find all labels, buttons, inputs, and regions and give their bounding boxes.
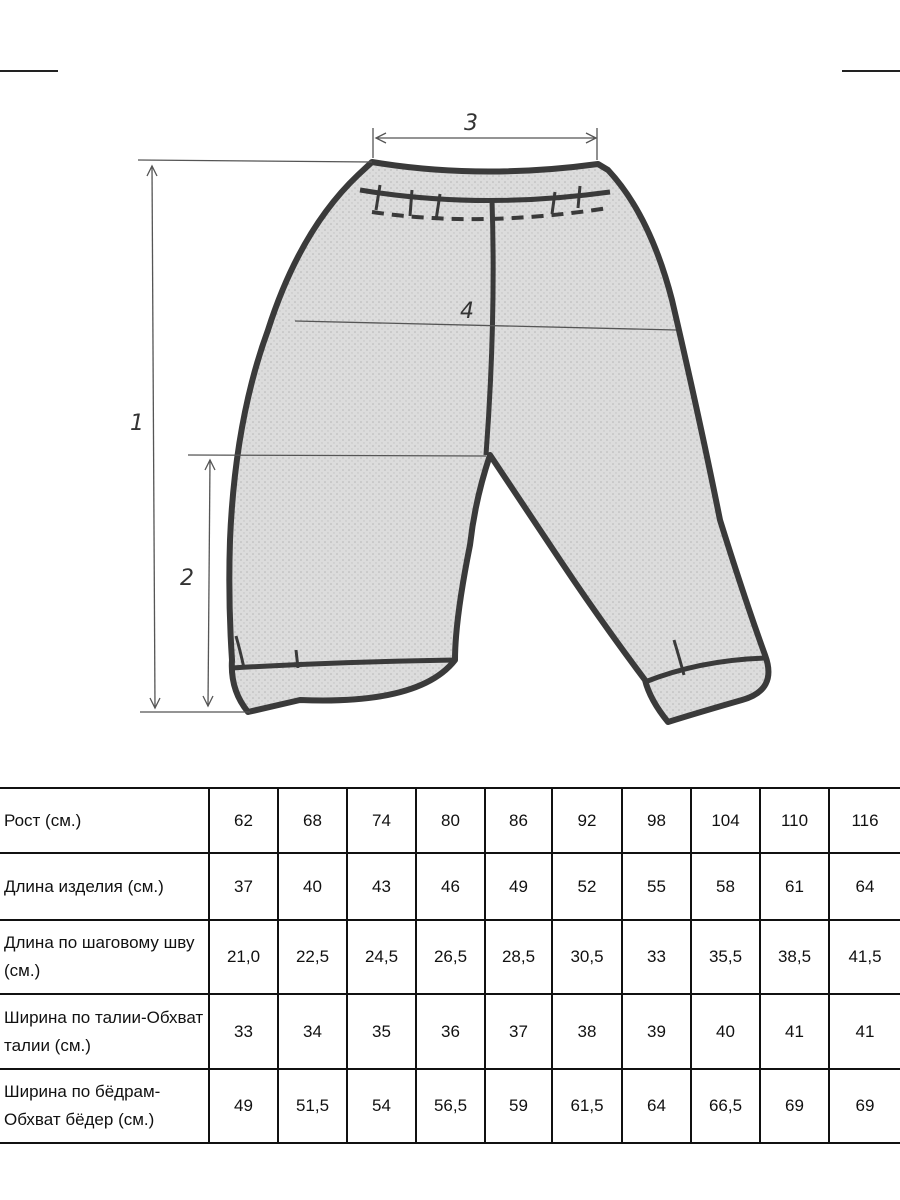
table-cell: 68	[277, 787, 348, 854]
table-cell: 24,5	[346, 919, 417, 995]
row-label: Длина изделия (см.)	[0, 852, 210, 921]
table-cell: 58	[690, 852, 761, 921]
table-cell: 38	[551, 993, 623, 1070]
table-cell: 21,0	[208, 919, 279, 995]
table-cell: 55	[621, 852, 692, 921]
table-cell: 40	[690, 993, 761, 1070]
table-row: Рост (см.) 62 68 74 80 86 92 98 104 110 116	[0, 787, 900, 854]
table-row: Длина по шаговому шву (см.) 21,0 22,5 24,5 2…	[0, 919, 900, 995]
table-cell: 49	[484, 852, 553, 921]
table-cell: 33	[621, 919, 692, 995]
table-cell: 64	[621, 1068, 692, 1144]
table-row: Ширина по талии-Обхват талии (см.) 33 34 35…	[0, 993, 900, 1070]
dimension-label-waist: 3	[464, 111, 478, 136]
dimension-lines	[137, 128, 677, 713]
table-cell: 59	[484, 1068, 553, 1144]
dimension-label-hip: 4	[460, 299, 474, 324]
dimension-label-inseam: 2	[180, 566, 194, 591]
table-cell: 62	[208, 787, 279, 854]
table-cell: 104	[690, 787, 761, 854]
row-label: Ширина по талии-Обхват талии (см.)	[0, 993, 210, 1070]
table-cell: 41	[759, 993, 830, 1070]
table-cell: 54	[346, 1068, 417, 1144]
table-row: Ширина по бёдрам-Обхват бёдер (см.) 49 51,…	[0, 1068, 900, 1144]
table-cell: 35	[346, 993, 417, 1070]
table-cell: 80	[415, 787, 486, 854]
table-cell: 37	[208, 852, 279, 921]
table-cell: 66,5	[690, 1068, 761, 1144]
table-cell: 39	[621, 993, 692, 1070]
table-cell: 52	[551, 852, 623, 921]
table-cell: 61	[759, 852, 830, 921]
table-cell: 30,5	[551, 919, 623, 995]
table-cell: 61,5	[551, 1068, 623, 1144]
table-cell: 40	[277, 852, 348, 921]
row-label: Длина по шаговому шву (см.)	[0, 919, 210, 995]
table-cell: 86	[484, 787, 553, 854]
table-cell: 43	[346, 852, 417, 921]
table-cell: 74	[346, 787, 417, 854]
row-label: Ширина по бёдрам-Обхват бёдер (см.)	[0, 1068, 210, 1144]
table-cell: 35,5	[690, 919, 761, 995]
table-row: Длина изделия (см.) 37 40 43 46 49 52 55 58 61 64	[0, 852, 900, 921]
dimension-label-length: 1	[130, 411, 144, 436]
table-cell: 41,5	[828, 919, 900, 995]
row-label: Рост (см.)	[0, 787, 210, 854]
size-table: Рост (см.) 62 68 74 80 86 92 98 104 110 116 Длина и…	[0, 787, 900, 1144]
table-cell: 46	[415, 852, 486, 921]
pants-sketch: 1 2 3 4	[130, 111, 772, 725]
table-cell: 92	[551, 787, 623, 854]
table-cell: 49	[208, 1068, 279, 1144]
table-cell: 56,5	[415, 1068, 486, 1144]
corner-mark-right	[842, 70, 900, 72]
table-cell: 69	[759, 1068, 830, 1144]
table-cell: 41	[828, 993, 900, 1070]
table-cell: 110	[759, 787, 830, 854]
table-cell: 26,5	[415, 919, 486, 995]
table-cell: 28,5	[484, 919, 553, 995]
corner-mark-left	[0, 70, 58, 72]
table-cell: 33	[208, 993, 279, 1070]
table-cell: 38,5	[759, 919, 830, 995]
table-cell: 69	[828, 1068, 900, 1144]
table-cell: 34	[277, 993, 348, 1070]
table-cell: 116	[828, 787, 900, 854]
table-cell: 36	[415, 993, 486, 1070]
table-cell: 22,5	[277, 919, 348, 995]
pants-outline	[226, 159, 772, 725]
table-cell: 98	[621, 787, 692, 854]
table-cell: 51,5	[277, 1068, 348, 1144]
table-cell: 64	[828, 852, 900, 921]
table-cell: 37	[484, 993, 553, 1070]
